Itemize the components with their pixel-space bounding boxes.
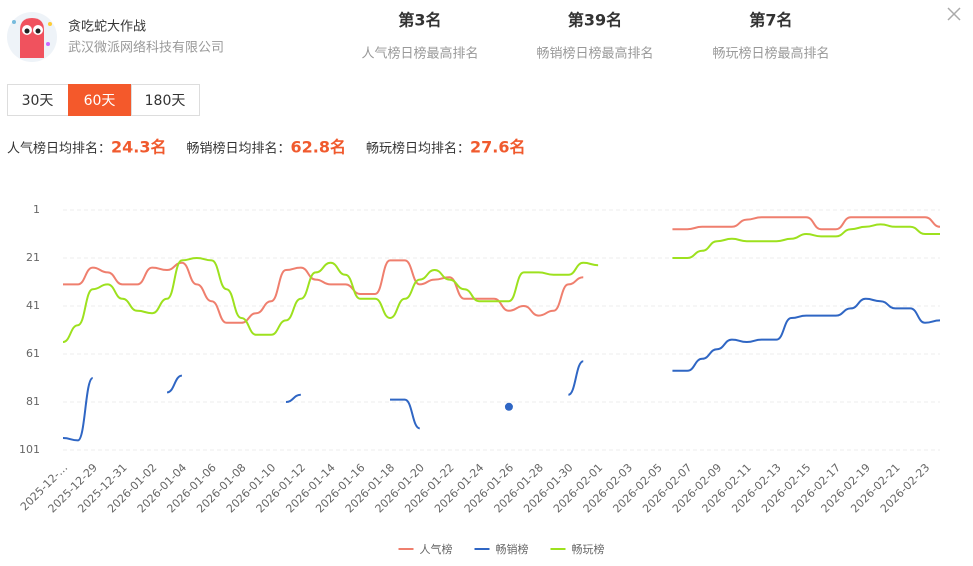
average-label: 畅玩榜日均排名： — [366, 141, 470, 157]
tab[interactable] — [7, 84, 69, 116]
average-value: 62.8名 — [291, 138, 346, 157]
stat-rank: 第7名 — [749, 11, 792, 30]
legend-label: 人气榜 — [420, 542, 453, 556]
average-label: 畅销榜日均排名： — [187, 141, 291, 157]
y-tick-label: 41 — [26, 299, 40, 312]
avatar — [7, 12, 57, 62]
tab[interactable] — [131, 84, 200, 116]
point — [504, 402, 513, 411]
series-line — [62, 216, 941, 324]
y-tick-label: 81 — [26, 395, 40, 408]
company: 武汉微派网络科技有限公司 — [68, 40, 224, 56]
app-name: 贪吃蛇大作战 — [68, 19, 146, 35]
tab-label[interactable]: 30天 — [22, 93, 54, 109]
series-line — [62, 223, 940, 343]
series-line — [62, 297, 941, 442]
average-value: 27.6名 — [470, 138, 525, 157]
stat-label: 畅销榜日榜最高排名 — [536, 46, 653, 62]
stat-rank: 第3名 — [398, 11, 441, 30]
tab-label[interactable]: 60天 — [84, 93, 116, 109]
stat-rank: 第39名 — [568, 11, 622, 30]
stat-label: 畅玩榜日榜最高排名 — [712, 46, 829, 62]
y-tick-label: 1 — [33, 203, 40, 216]
close-button[interactable] — [947, 7, 961, 21]
average-label: 人气榜日均排名： — [7, 141, 111, 157]
y-tick-label: 101 — [19, 443, 40, 456]
tab-label[interactable]: 180天 — [145, 93, 186, 109]
average-value: 24.3名 — [111, 138, 166, 157]
legend-label: 畅销榜 — [496, 542, 529, 556]
y-tick-label: 61 — [26, 347, 40, 360]
y-tick-label: 21 — [26, 251, 40, 264]
rank-chart: 1214161811012025-12-…2025-12-292025-12-3… — [18, 203, 941, 556]
stat-label: 人气榜日榜最高排名 — [361, 46, 478, 62]
legend-label: 畅玩榜 — [572, 542, 605, 556]
legend: 人气榜 畅销榜 畅玩榜 — [398, 542, 605, 556]
